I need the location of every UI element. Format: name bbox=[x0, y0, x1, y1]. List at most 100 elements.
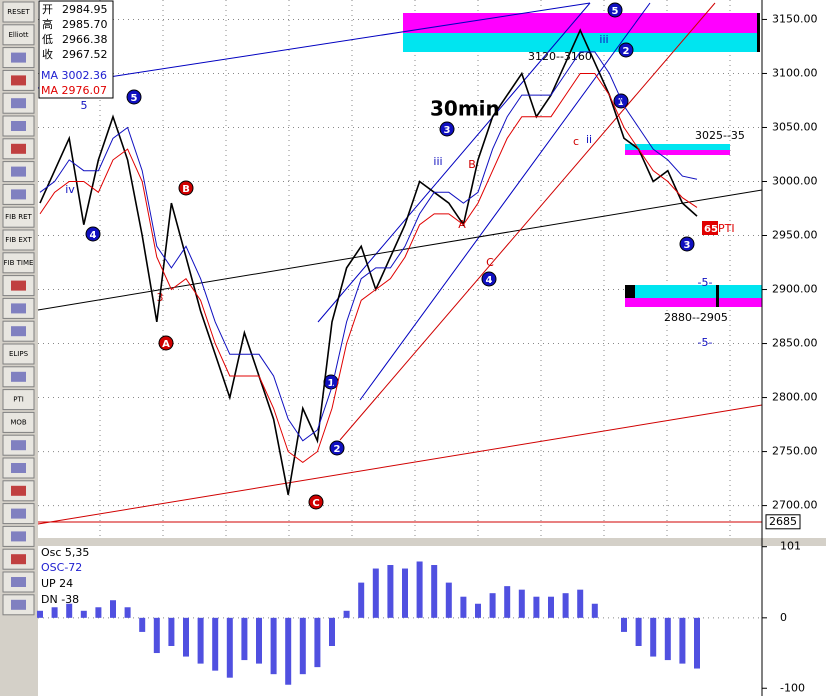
tool-button[interactable] bbox=[2, 24, 35, 46]
small-wave-label: iii bbox=[599, 33, 608, 46]
osc-bar bbox=[431, 565, 438, 618]
small-wave-label: C bbox=[486, 256, 494, 269]
tool-icon bbox=[11, 508, 26, 519]
tool-button[interactable] bbox=[2, 389, 35, 411]
zone-edge bbox=[716, 285, 719, 307]
tool-icon bbox=[11, 554, 26, 565]
osc-bar bbox=[562, 593, 569, 618]
osc-bar bbox=[679, 617, 686, 664]
tool-icon bbox=[11, 463, 26, 473]
info-box bbox=[38, 0, 114, 99]
ma-label: MA 2976.07 bbox=[41, 84, 107, 97]
y-tick-label: 3050.00 bbox=[772, 120, 818, 133]
y-tick-label: 3100.00 bbox=[772, 66, 818, 79]
tool-icon bbox=[11, 52, 26, 63]
tool-icon bbox=[11, 280, 26, 291]
series-line bbox=[39, 28, 698, 495]
annotation: 65 bbox=[704, 224, 718, 235]
annotation: 3120--3160 bbox=[528, 50, 592, 63]
wave-circle bbox=[679, 236, 695, 252]
osc-bar bbox=[504, 586, 511, 618]
tool-button[interactable] bbox=[2, 252, 35, 274]
last-price-label: 2685 bbox=[769, 515, 797, 528]
tool-button[interactable] bbox=[2, 1, 35, 23]
tool-icon bbox=[11, 440, 26, 451]
wave-circle bbox=[481, 271, 497, 287]
osc-bar bbox=[110, 600, 116, 618]
osc-bar bbox=[518, 589, 525, 618]
osc-bar bbox=[299, 617, 306, 675]
wave-label: 2 bbox=[334, 444, 341, 455]
osc-bar bbox=[124, 607, 131, 618]
tool-button[interactable] bbox=[2, 411, 35, 433]
wave-label: 3 bbox=[444, 125, 451, 136]
tool-icon bbox=[11, 326, 26, 337]
tool-icon bbox=[11, 166, 26, 177]
osc-bar bbox=[372, 568, 379, 618]
osc-bar bbox=[139, 617, 146, 632]
tool-button-label: Elliott bbox=[8, 31, 28, 39]
osc-bar bbox=[51, 607, 58, 618]
osc-bar bbox=[577, 589, 584, 618]
osc-bar bbox=[387, 565, 394, 618]
osc-bar bbox=[197, 617, 204, 664]
osc-bar bbox=[650, 617, 657, 657]
tool-button-label: RESET bbox=[7, 8, 30, 16]
info-label: 高 bbox=[42, 17, 53, 31]
tool-button[interactable] bbox=[2, 229, 35, 251]
y-tick-label: 3150.00 bbox=[772, 12, 818, 25]
y-tick-label: 2800.00 bbox=[772, 391, 818, 404]
wave-label: 4 bbox=[90, 230, 97, 241]
osc-reading: OSC-72 bbox=[41, 561, 82, 574]
zone bbox=[625, 144, 730, 150]
y-tick-label: 2750.00 bbox=[772, 445, 818, 458]
tool-button[interactable] bbox=[2, 343, 35, 365]
osc-bar bbox=[475, 603, 481, 618]
osc-info-box bbox=[39, 546, 119, 606]
wave-circle bbox=[178, 180, 194, 196]
tool-button[interactable] bbox=[2, 206, 35, 228]
osc-bar bbox=[95, 607, 102, 618]
info-label: 低 bbox=[42, 33, 53, 46]
small-wave-label: 5 bbox=[81, 99, 88, 112]
pti-box bbox=[702, 221, 718, 235]
zone bbox=[625, 298, 762, 307]
osc-bar bbox=[66, 603, 73, 618]
annotation: 3025--35 bbox=[695, 129, 745, 142]
osc-bar bbox=[591, 603, 598, 618]
y-tick-label: 3000.00 bbox=[772, 174, 818, 187]
zone bbox=[625, 285, 762, 298]
wave-label: 2 bbox=[623, 46, 630, 57]
y-tick-label: 101 bbox=[780, 540, 801, 553]
wave-label: 3 bbox=[684, 240, 691, 251]
wave-circle bbox=[439, 121, 455, 137]
osc-bar bbox=[256, 617, 262, 664]
wave-circle bbox=[126, 89, 142, 105]
zone-edge bbox=[625, 285, 635, 298]
annotation: 2880--2905 bbox=[664, 311, 728, 324]
small-wave-label: ii bbox=[586, 133, 592, 146]
osc-bar bbox=[416, 561, 423, 618]
zone bbox=[403, 13, 760, 33]
osc-bar bbox=[635, 617, 642, 646]
osc-bar bbox=[533, 596, 540, 618]
info-value: 2966.38 bbox=[62, 33, 108, 46]
wave-circle bbox=[618, 42, 634, 58]
tool-button-label: MOB bbox=[10, 418, 27, 426]
zone bbox=[625, 150, 730, 155]
small-wave-label: -5- bbox=[698, 276, 713, 289]
osc-bar bbox=[212, 617, 219, 671]
osc-bar bbox=[270, 617, 277, 675]
wave-label: 4 bbox=[486, 275, 493, 286]
chart-title: 30min bbox=[430, 97, 500, 121]
info-label: 开 bbox=[42, 3, 53, 16]
osc-bar bbox=[168, 617, 175, 646]
osc-bar bbox=[183, 617, 189, 657]
tool-icon bbox=[11, 98, 26, 109]
osc-bar bbox=[664, 617, 671, 661]
y-tick-label: -100 bbox=[780, 681, 805, 694]
wave-label: 1 bbox=[618, 97, 625, 108]
small-wave-label: c bbox=[573, 135, 579, 148]
wave-label: C bbox=[312, 498, 319, 509]
